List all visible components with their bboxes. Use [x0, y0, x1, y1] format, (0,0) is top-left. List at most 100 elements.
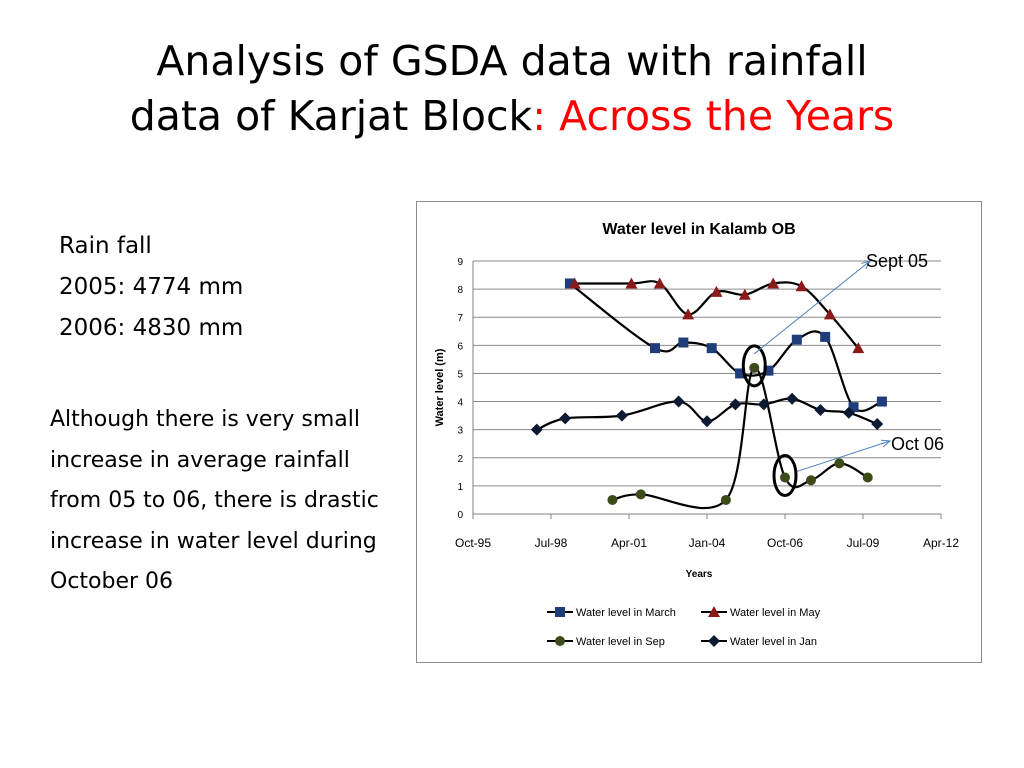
data-point — [738, 288, 751, 300]
y-tick-label: 2 — [457, 454, 463, 465]
legend-marker — [555, 607, 565, 617]
data-point — [735, 368, 746, 379]
y-tick-label: 1 — [457, 482, 463, 493]
legend-marker — [708, 606, 720, 617]
data-point — [749, 362, 760, 373]
title-main-text: data of Karjat Block — [129, 92, 533, 140]
slide-title: Analysis of GSDA data with rainfall data… — [0, 34, 1024, 144]
data-point — [607, 494, 618, 505]
rainfall-heading: Rain fall — [59, 233, 152, 259]
data-point — [862, 472, 873, 483]
data-point — [780, 472, 790, 483]
legend-marker — [708, 635, 720, 647]
title-line-1: Analysis of GSDA data with rainfall — [156, 37, 868, 85]
series-line — [569, 282, 883, 413]
legend-item: Water level in Sep — [547, 636, 665, 648]
legend-label: Water level in March — [576, 607, 676, 619]
series-water-level-in-jan — [530, 392, 884, 436]
arrow-shaft — [796, 440, 891, 472]
arrow-oct-06 — [796, 439, 892, 472]
legend-item: Water level in May — [701, 606, 821, 619]
arrow-head — [880, 439, 892, 448]
series-line — [574, 280, 860, 349]
data-point — [876, 396, 887, 407]
x-tick-label: Jul-98 — [535, 536, 568, 550]
data-point — [530, 423, 543, 436]
arrow-sept-05 — [753, 260, 872, 355]
y-tick-label: 7 — [457, 313, 463, 324]
data-point — [820, 331, 831, 342]
y-tick-label: 3 — [457, 426, 463, 437]
data-point — [852, 342, 865, 354]
rainfall-2006: 2006: 4830 mm — [59, 315, 244, 341]
legend-marker — [555, 636, 565, 646]
data-point — [672, 395, 685, 408]
data-point — [568, 277, 581, 289]
data-point — [720, 494, 731, 505]
data-point — [653, 277, 666, 289]
legend-label: Water level in May — [730, 607, 821, 619]
data-point — [848, 402, 859, 413]
x-tick-label: Apr-12 — [923, 536, 959, 550]
data-point — [767, 277, 780, 289]
data-point — [786, 392, 799, 405]
data-point — [559, 412, 572, 425]
x-tick-label: Oct-95 — [455, 536, 491, 550]
data-point — [678, 337, 689, 348]
x-tick-label: Oct-06 — [767, 536, 803, 550]
series-line — [612, 366, 869, 510]
y-tick-label: 6 — [457, 341, 463, 352]
highlight-oct-06 — [772, 453, 798, 497]
data-point — [842, 406, 855, 419]
data-point — [650, 343, 660, 354]
y-tick-label: 9 — [457, 257, 463, 268]
callout-sept-05: Sept 05 — [866, 251, 929, 271]
legend-item: Water level in March — [547, 607, 676, 619]
data-point — [791, 334, 802, 345]
data-point — [710, 285, 723, 297]
legend-label: Water level in Jan — [730, 636, 817, 648]
data-point — [564, 278, 575, 289]
data-point — [834, 458, 845, 469]
series-water-level-in-may — [568, 277, 865, 354]
data-point — [871, 418, 884, 431]
title-line-2: data of Karjat Block: Across the Years — [0, 89, 1024, 144]
callout-oct-06: Oct 06 — [891, 434, 945, 454]
y-tick-label: 5 — [457, 369, 463, 380]
highlight-sept-05 — [741, 344, 767, 388]
y-tick-label: 0 — [457, 510, 463, 521]
data-point — [823, 308, 836, 320]
data-point — [729, 398, 742, 411]
title-accent-text: : Across the Years — [532, 92, 895, 140]
data-point — [763, 365, 774, 376]
arrow-head — [861, 260, 872, 270]
legend-item: Water level in Jan — [701, 635, 817, 648]
data-point — [706, 343, 717, 354]
data-point — [701, 415, 713, 428]
arrow-shaft — [753, 260, 871, 355]
data-point — [635, 489, 646, 500]
x-tick-label: Apr-01 — [611, 536, 647, 550]
rainfall-block: Rain fall 2005: 4774 mm 2006: 4830 mm — [59, 226, 243, 349]
y-tick-label: 4 — [457, 398, 463, 409]
data-point — [682, 308, 695, 320]
chart-frame — [416, 201, 982, 663]
x-tick-label: Jan-04 — [689, 536, 726, 550]
rainfall-2005: 2005: 4774 mm — [59, 274, 244, 300]
series-water-level-in-march — [564, 278, 887, 413]
analysis-paragraph: Although there is very small increase in… — [50, 407, 379, 594]
water-level-chart: Water level in Kalamb OB 0 1 2 3 4 5 6 7 8 9 Oct-95… — [434, 221, 959, 648]
data-point — [806, 475, 816, 486]
chart-title: Water level in Kalamb OB — [602, 221, 795, 238]
data-point — [814, 403, 827, 416]
data-point — [757, 398, 770, 411]
y-tick-label: 8 — [457, 285, 463, 296]
data-point — [615, 409, 628, 422]
x-axis-label: Years — [686, 569, 713, 580]
x-tick-label: Jul-09 — [847, 536, 880, 550]
y-axis-label: Water level (m) — [434, 348, 446, 426]
legend-label: Water level in Sep — [576, 636, 665, 648]
series-water-level-in-sep — [607, 362, 873, 510]
data-point — [795, 280, 808, 292]
data-point — [625, 277, 638, 289]
